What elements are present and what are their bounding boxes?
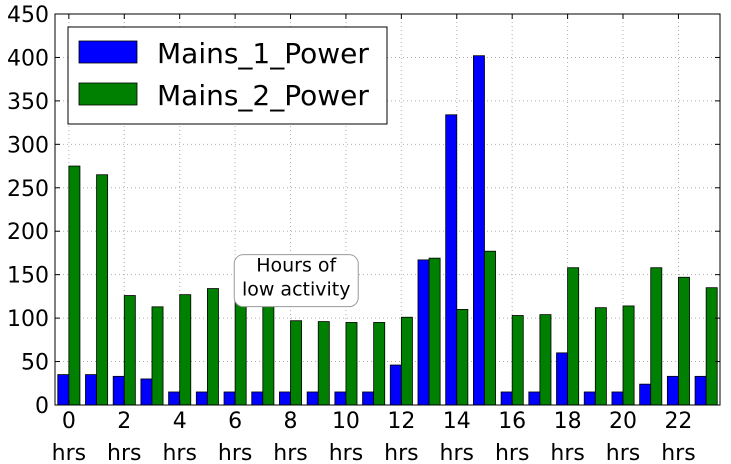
y-tick-labels: 0 50 100 150 200 250 300 350 400 450	[7, 3, 49, 419]
x-tick-label-unit: hrs	[273, 441, 307, 464]
bar-series-1-hour-13	[417, 259, 430, 406]
bar-series-2-hour-13	[428, 257, 441, 406]
y-tick-label: 450	[7, 3, 49, 28]
bars	[57, 55, 718, 406]
y-tick-label: 0	[35, 394, 49, 419]
bar-series-1-hour-23	[694, 375, 707, 406]
bar-series-2-hour-8	[290, 320, 303, 406]
x-tick-label-unit: hrs	[495, 441, 529, 464]
bar-series-1-hour-9	[306, 391, 319, 406]
y-tick-label: 400	[7, 46, 49, 71]
bar-series-1-hour-4	[168, 391, 181, 406]
annotation-text-line: Hours of	[256, 255, 337, 277]
bar-series-1-hour-6	[223, 391, 236, 406]
x-tick-label-unit: hrs	[218, 441, 252, 464]
y-tick-label: 200	[7, 220, 49, 245]
x-tick-label-unit: hrs	[440, 441, 474, 464]
legend-swatch	[78, 82, 138, 106]
x-tick-label-unit: hrs	[384, 441, 418, 464]
bar-series-1-hour-2	[112, 375, 125, 406]
bar-series-1-hour-3	[140, 378, 153, 406]
y-tick-label: 100	[7, 307, 49, 332]
bar-series-2-hour-5	[206, 288, 219, 406]
bar-series-2-hour-10	[345, 322, 358, 406]
bar-series-1-hour-18	[556, 352, 569, 406]
x-tick-label: 0	[62, 409, 76, 434]
x-tick-label: 12	[387, 409, 415, 434]
bar-series-2-hour-2	[123, 295, 136, 406]
x-tick-label-unit: hrs	[329, 441, 363, 464]
bar-series-2-hour-17	[539, 314, 552, 406]
bar-series-2-hour-15	[484, 250, 496, 406]
bar-series-1-hour-12	[389, 364, 402, 406]
bar-series-2-hour-18	[567, 267, 580, 406]
bar-series-2-hour-14	[456, 309, 469, 406]
bar-series-1-hour-17	[528, 391, 541, 406]
legend-label: Mains_2_Power	[157, 79, 369, 112]
bar-series-2-hour-9	[317, 321, 330, 406]
bar-series-2-hour-16	[511, 315, 524, 406]
x-tick-label-unit: hrs	[661, 441, 695, 464]
bar-series-1-hour-5	[195, 391, 208, 406]
x-tick-label-unit: hrs	[162, 441, 196, 464]
x-tick-labels: 0 hrs 2 hrs 4 hrs 6 hrs 8 hrs 10 hrs 12 hrs 14 hrs 16 hrs…	[52, 409, 696, 464]
x-tick-label: 16	[498, 409, 526, 434]
y-tick-label: 50	[21, 351, 49, 376]
bar-series-1-hour-0	[57, 374, 70, 406]
annotation-box	[233, 254, 359, 308]
x-tick-label-unit: hrs	[606, 441, 640, 464]
y-tick-label: 150	[7, 264, 49, 289]
bar-series-2-hour-22	[678, 276, 690, 406]
bar-series-2-hour-4	[179, 294, 192, 406]
x-tick-label: 6	[228, 409, 242, 434]
x-tick-label: 14	[443, 409, 471, 434]
x-tick-label: 20	[609, 409, 637, 434]
x-tick-label-unit: hrs	[52, 441, 86, 464]
bar-series-1-hour-7	[251, 391, 264, 406]
legend-swatch	[78, 40, 138, 64]
legend: Mains_1_Power Mains_2_Power	[67, 26, 388, 125]
bar-series-1-hour-1	[85, 374, 97, 406]
x-tick-label: 4	[173, 409, 187, 434]
bar-series-1-hour-19	[583, 391, 596, 406]
x-tick-label-unit: hrs	[107, 441, 141, 464]
bar-series-2-hour-21	[650, 267, 663, 406]
bar-series-1-hour-8	[279, 391, 291, 406]
bar-series-2-hour-23	[705, 287, 718, 406]
bar-series-2-hour-11	[373, 322, 386, 406]
legend-label: Mains_1_Power	[157, 37, 369, 70]
y-tick-label: 250	[7, 177, 49, 202]
bar-series-2-hour-1	[96, 174, 109, 406]
bar-series-2-hour-7	[262, 305, 275, 406]
bar-series-1-hour-16	[500, 391, 513, 406]
y-tick-label: 350	[7, 90, 49, 115]
bar-series-2-hour-3	[151, 306, 164, 406]
x-tick-label: 8	[284, 409, 298, 434]
bar-series-1-hour-21	[639, 383, 652, 406]
y-tick-label: 300	[7, 133, 49, 158]
bar-series-1-hour-11	[362, 391, 375, 406]
axis-ticks	[55, 13, 720, 406]
x-tick-label: 22	[664, 409, 692, 434]
x-tick-label: 10	[332, 409, 360, 434]
bar-series-2-hour-19	[594, 307, 607, 406]
x-tick-label-unit: hrs	[550, 441, 584, 464]
annotation-text-line: low activity	[242, 279, 351, 301]
bar-series-1-hour-15	[472, 55, 485, 406]
x-tick-label: 2	[117, 409, 131, 434]
bar-series-1-hour-10	[334, 391, 347, 406]
x-tick-label: 18	[554, 409, 582, 434]
bar-series-1-hour-14	[445, 114, 458, 406]
bar-series-2-hour-12	[400, 316, 413, 406]
plot-frame	[54, 13, 721, 406]
bar-series-2-hour-20	[622, 305, 635, 406]
bar-series-2-hour-0	[68, 165, 81, 406]
bar-series-1-hour-20	[611, 391, 624, 406]
bar-series-1-hour-22	[666, 375, 679, 406]
